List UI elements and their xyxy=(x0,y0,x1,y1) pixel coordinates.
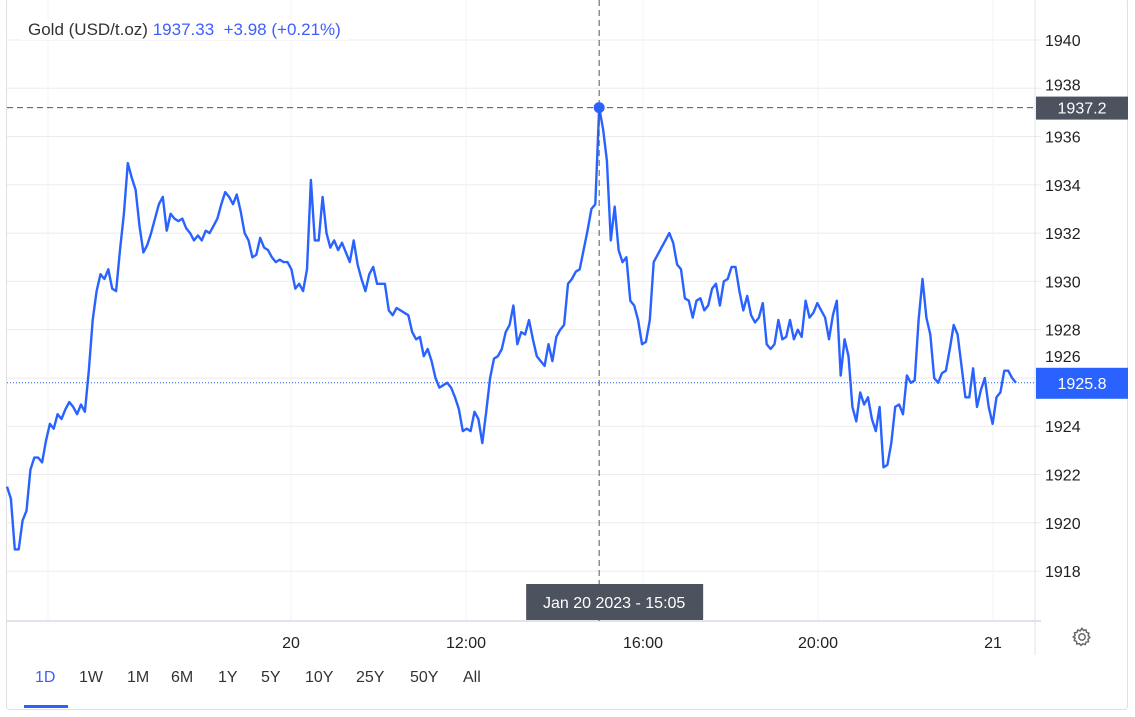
active-range-indicator xyxy=(24,705,68,708)
x-axis: 20 12:00 16:00 20:00 21 xyxy=(7,0,1041,655)
crosshair: 1937.2 1925.8 Jan 20 2023 - 15:05 xyxy=(7,0,1128,621)
last-price-label: 1925.8 xyxy=(1058,376,1107,393)
legend-change: +3.98 (+0.21%) xyxy=(223,20,341,39)
range-button-all[interactable]: All xyxy=(463,669,481,686)
y-tick-label: 1922 xyxy=(1045,468,1081,485)
y-tick-label: 1938 xyxy=(1045,78,1081,95)
crosshair-time-tag xyxy=(526,584,704,620)
range-button-1m[interactable]: 1M xyxy=(127,669,150,686)
legend: Gold (USD/t.oz) 1937.33 +3.98 (+0.21%) xyxy=(20,20,349,40)
y-tick-label: 1928 xyxy=(1045,323,1081,340)
y-tick-label: 1932 xyxy=(1045,226,1081,243)
y-axis: 1918 1920 1922 1924 1926 1928 1930 1932 1934 1936… xyxy=(1045,33,1081,581)
price-line xyxy=(5,106,1017,551)
x-tick-label: 12:00 xyxy=(446,635,486,652)
crosshair-price-tag xyxy=(1036,96,1128,120)
range-button-10y[interactable]: 10Y xyxy=(305,669,334,686)
price-series xyxy=(5,106,1017,551)
range-button-5y[interactable]: 5Y xyxy=(261,669,281,686)
x-tick-label: 21 xyxy=(984,635,1002,652)
range-button-25y[interactable]: 25Y xyxy=(356,669,385,686)
y-tick-label: 1924 xyxy=(1045,419,1081,436)
range-button-1w[interactable]: 1W xyxy=(79,669,103,686)
range-button-1y[interactable]: 1Y xyxy=(218,669,238,686)
crosshair-point xyxy=(593,102,605,114)
range-button-6m[interactable]: 6M xyxy=(171,669,194,686)
y-tick-label: 1930 xyxy=(1045,274,1081,291)
last-price-tag xyxy=(1036,367,1128,399)
instrument-name: Gold (USD/t.oz) xyxy=(28,20,148,39)
y-tick-label: 1918 xyxy=(1045,564,1081,581)
y-tick-label: 1940 xyxy=(1045,33,1081,50)
grid xyxy=(7,0,1041,621)
y-tick-label: 1936 xyxy=(1045,130,1081,147)
legend-price: 1937.33 xyxy=(152,20,215,39)
y-tick-label: 1934 xyxy=(1045,178,1081,195)
crosshair-time-label: Jan 20 2023 - 15:05 xyxy=(543,595,685,612)
range-button-50y[interactable]: 50Y xyxy=(410,669,439,686)
y-tick-label: 1926 xyxy=(1045,349,1081,366)
chart-card xyxy=(6,0,1128,710)
x-tick-label: 20:00 xyxy=(798,635,838,652)
range-button-1d[interactable]: 1D xyxy=(35,669,56,686)
gear-icon[interactable] xyxy=(1071,626,1093,648)
x-tick-label: 16:00 xyxy=(623,635,663,652)
x-tick-label: 20 xyxy=(282,635,300,652)
crosshair-price-label: 1937.2 xyxy=(1058,101,1107,118)
y-tick-label: 1920 xyxy=(1045,516,1081,533)
